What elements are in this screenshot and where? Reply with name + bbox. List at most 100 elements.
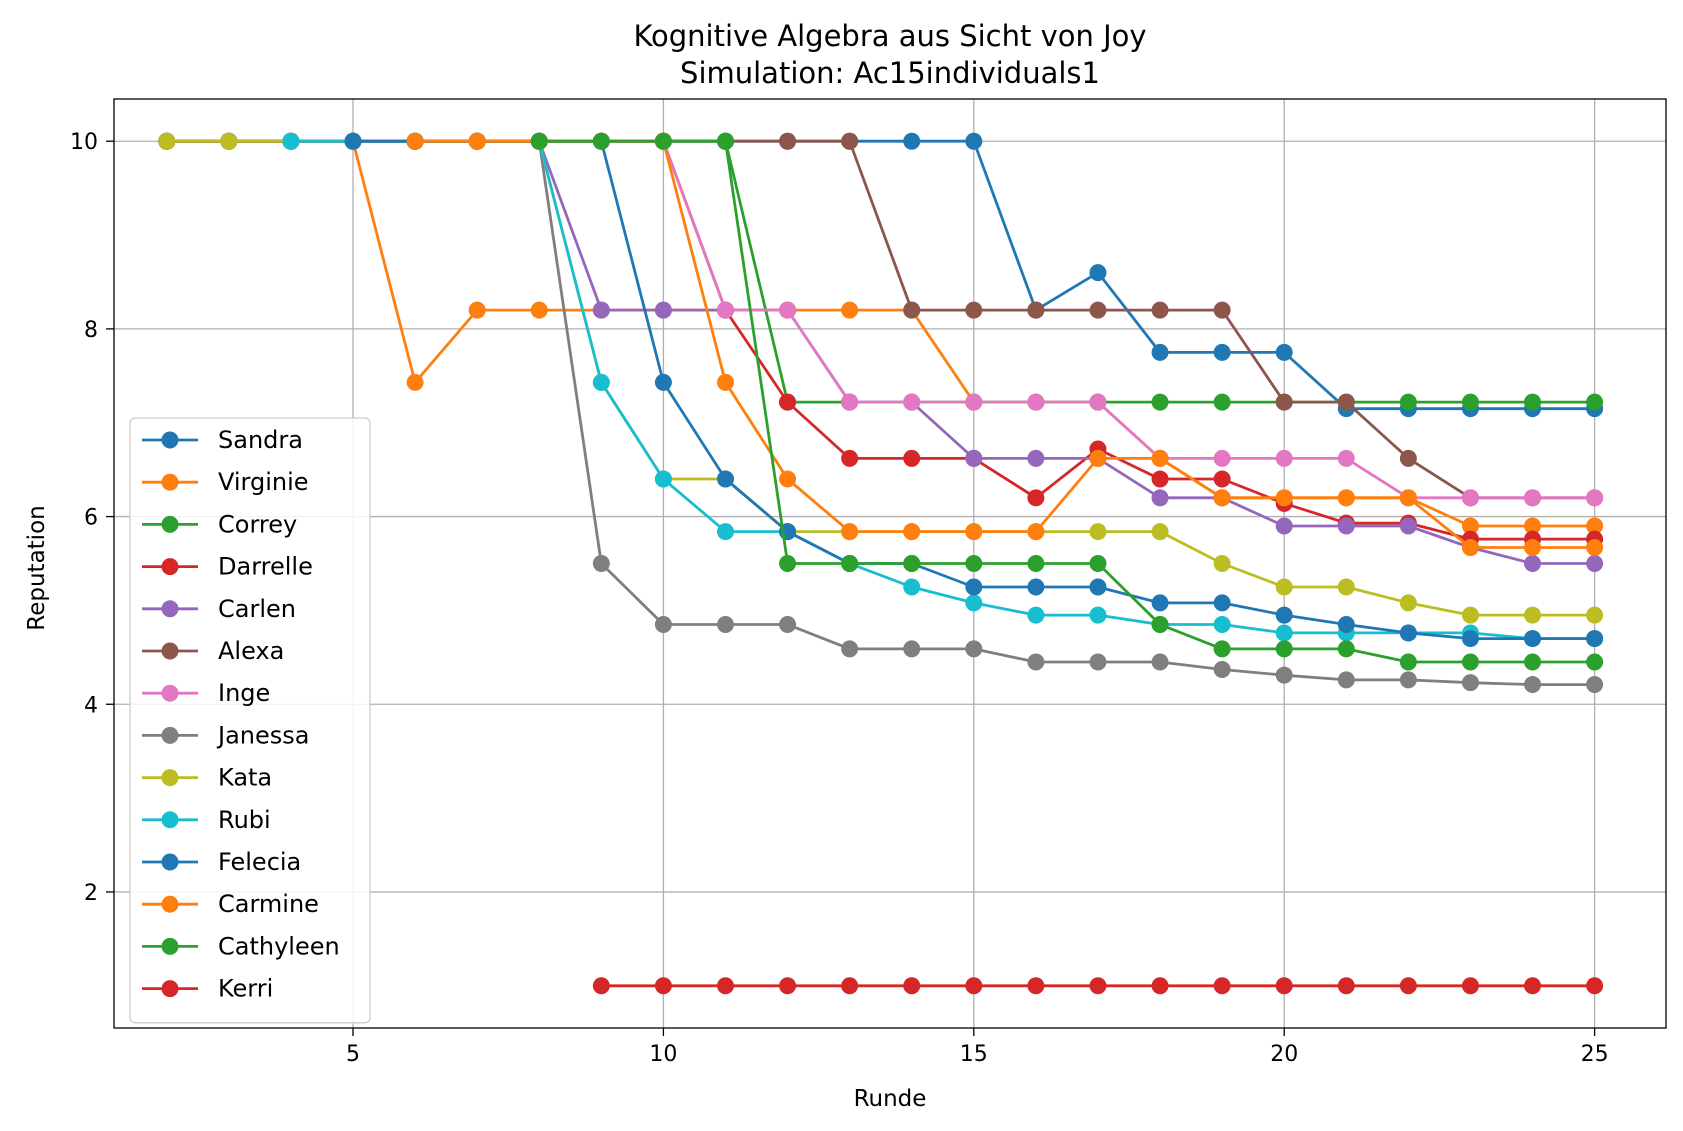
data-point [1089,301,1107,319]
data-point [779,132,797,150]
data-point [654,132,672,150]
data-point [1089,523,1107,541]
data-point [1586,676,1604,694]
series-janessa [158,132,1604,694]
data-point [1151,470,1169,488]
data-point [406,132,424,150]
y-tick-label: 10 [70,130,98,155]
data-point [1089,393,1107,411]
data-point [1027,555,1045,572]
data-point [1337,671,1355,689]
data-point [965,977,983,995]
data-point [592,132,610,150]
series-line [166,139,1595,617]
data-point [841,393,859,411]
series-virginie [158,132,1604,535]
series-sandra [158,132,1604,418]
data-point [1586,555,1604,572]
data-point [1275,640,1293,658]
data-point [965,449,983,467]
data-point [1027,606,1045,624]
data-point [965,301,983,319]
data-point [1461,653,1479,671]
series-carlen [158,132,1604,572]
data-point [716,523,734,541]
legend-item: Kata [142,764,272,792]
legend-swatch-marker [161,684,179,702]
data-point [1524,977,1542,995]
data-point [1461,674,1479,692]
data-point [1089,578,1107,596]
data-point [530,301,548,319]
data-point [1275,606,1293,624]
data-point [1337,640,1355,658]
series-carmine [406,132,1604,557]
legend-label: Cathyleen [218,932,340,960]
data-point [1089,977,1107,995]
data-point [1399,489,1417,507]
data-point [1275,578,1293,596]
data-point [1461,517,1479,535]
data-point [1586,977,1604,995]
legend-swatch-marker [161,558,179,576]
data-point [1586,393,1604,411]
legend-item: Inge [142,679,270,707]
data-point [1399,517,1417,535]
legend-swatch-marker [161,726,179,744]
data-point [1524,489,1542,507]
data-point [1524,517,1542,535]
legend-label: Correy [218,510,297,538]
legend-swatch-marker [161,431,179,449]
data-point [1213,489,1231,507]
data-point [965,523,983,541]
data-point [1089,555,1107,572]
data-point [468,132,486,150]
plot-frame [113,98,1667,1029]
data-point [1586,489,1604,507]
data-point [1213,393,1231,411]
data-point [965,393,983,411]
data-point [344,132,362,150]
data-point [1399,594,1417,612]
data-point [654,615,672,633]
data-point [1213,555,1231,572]
legend-item: Kerri [142,975,273,1003]
legend-item: Carlen [142,595,296,623]
data-point [1524,393,1542,411]
legend-item: Darrelle [142,553,313,581]
legend-label: Carlen [218,595,296,623]
data-point [1027,449,1045,467]
data-point [779,977,797,995]
data-point [1151,301,1169,319]
data-point [903,555,921,572]
data-point [1524,653,1542,671]
data-point [1027,301,1045,319]
data-point [1151,653,1169,671]
series-inge [158,132,1604,507]
legend-item: Carmine [142,890,319,918]
legend-item: Rubi [142,806,271,834]
legend-item: Janessa [142,721,309,749]
series-line [166,139,1595,404]
legend-swatch-marker [161,515,179,533]
data-point [1524,676,1542,694]
data-point [1275,449,1293,467]
series-line [166,139,1595,565]
y-tick-label: 6 [84,506,98,531]
x-axis-label: Runde [854,1086,927,1112]
data-point [779,615,797,633]
data-point [903,393,921,411]
data-point [1461,393,1479,411]
data-point [220,132,238,150]
data-point [841,449,859,467]
ticks: 5 10 15 20 25 2 4 6 8 10 [70,130,1609,1067]
legend-box [129,417,371,1024]
y-tick-label: 2 [84,881,98,906]
legend-swatch-marker [161,937,179,955]
y-tick-label: 4 [84,693,98,718]
data-point [1399,449,1417,467]
x-tick-label: 25 [1581,1042,1609,1067]
data-point [592,301,610,319]
data-point [841,523,859,541]
